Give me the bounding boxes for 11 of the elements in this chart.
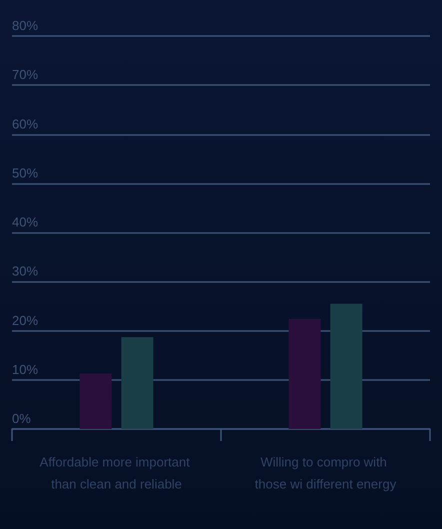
y-tick-label: 80%	[12, 18, 38, 33]
y-tick-label: 10%	[12, 362, 38, 377]
y-tick-label: 30%	[12, 264, 38, 279]
y-tick-label: 40%	[12, 214, 38, 230]
y-tick-label: 0%	[12, 411, 32, 426]
y-tick-label: 50%	[12, 165, 38, 180]
y-tick-label: 60%	[12, 116, 38, 132]
x-tick-label: Affordable more important than clean and reliable	[40, 454, 194, 492]
x-tick-label: Willing to compro with those wi different energy	[254, 454, 397, 492]
y-tick-label: 20%	[12, 312, 38, 328]
y-tick-label: 70%	[12, 67, 38, 82]
